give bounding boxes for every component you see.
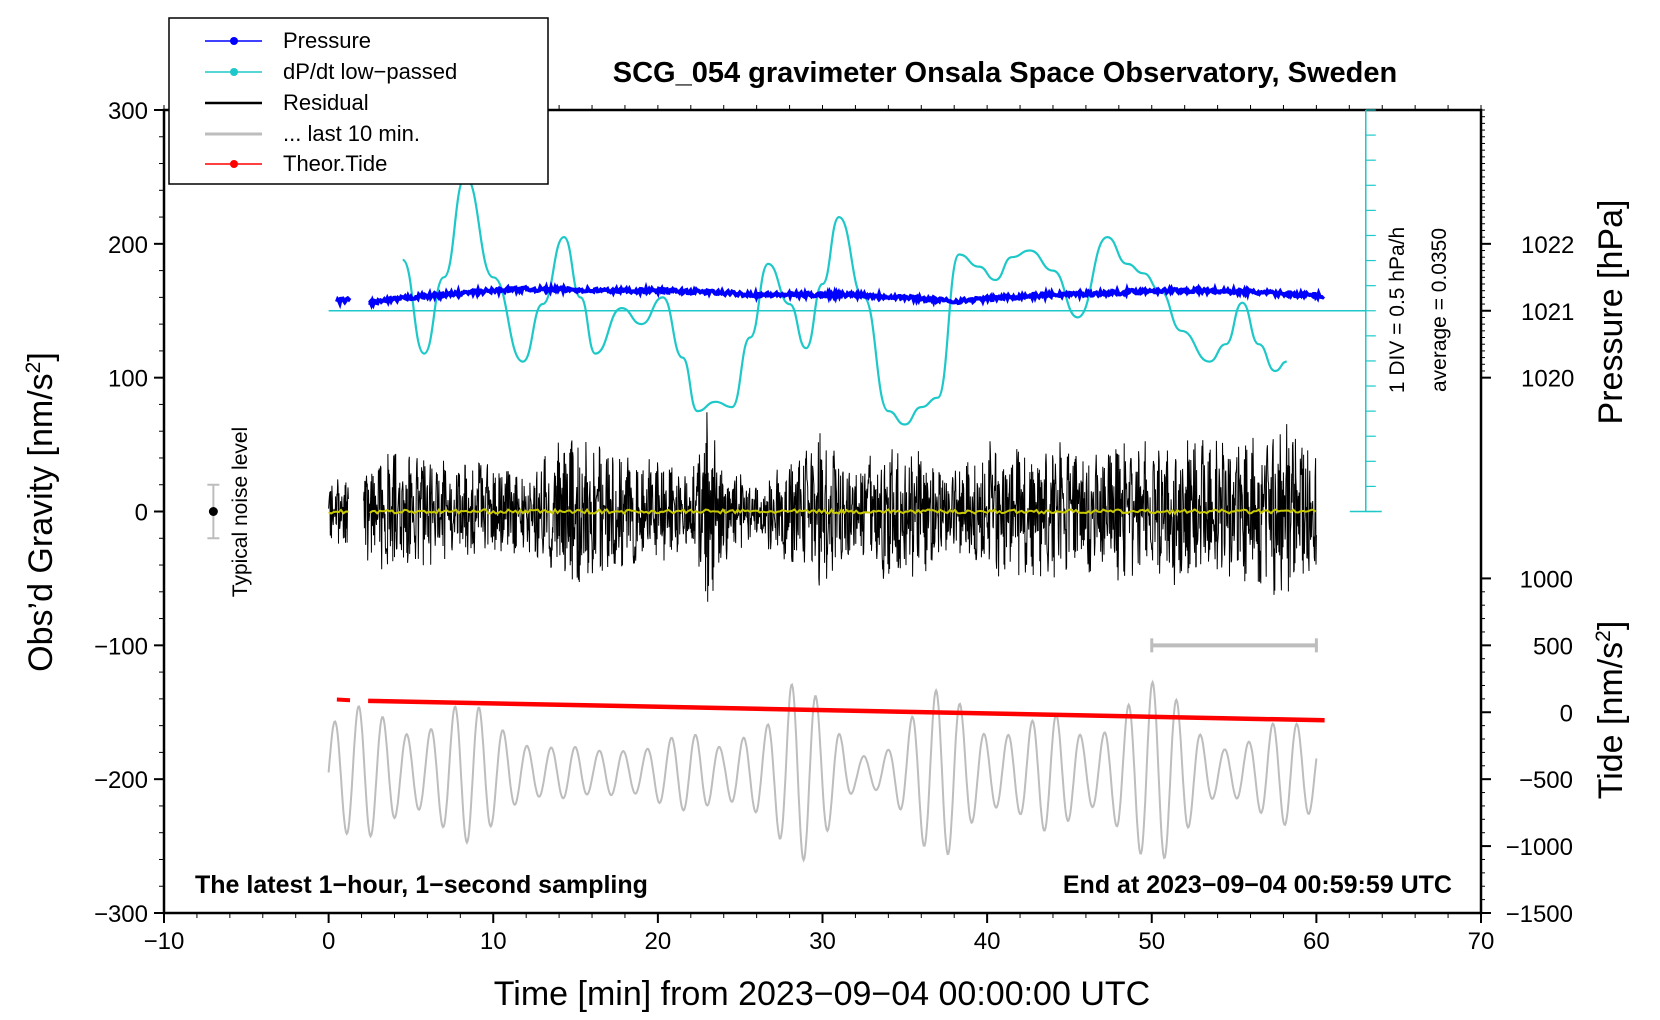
y-axis-tide: −1500 −1000 −500 0 500 1000 [1481, 566, 1573, 928]
chart-title: SCG_054 gravimeter Onsala Space Observat… [613, 57, 1397, 89]
dpdt-line [401, 175, 1287, 426]
legend-dot-tide [230, 160, 238, 168]
div-scale-label: 1 DIV = 0.5 hPa/h [1386, 227, 1409, 393]
tide-axis-title-close: ] [1592, 621, 1630, 630]
legend-dot-pressure [230, 37, 238, 45]
tide-tick-label: 500 [1533, 633, 1573, 660]
x-tick-label: 50 [1138, 928, 1165, 955]
typical-noise-marker [207, 483, 220, 540]
tide-tick-label: −1000 [1506, 834, 1573, 861]
legend: Pressure dP/dt low−passed Residual ... l… [168, 17, 549, 185]
theor-tide-series [336, 697, 1325, 723]
y-tick-label: 200 [108, 232, 148, 259]
x-tick-label: 20 [645, 928, 672, 955]
y-axis-title: Obs’d Gravity [nm/s2] [22, 352, 60, 672]
pressure-tick-label: 1022 [1521, 232, 1574, 259]
dpdt-scale-axis [328, 109, 1382, 513]
residual-mean-line-0 [328, 508, 349, 515]
legend-label-dpdt: dP/dt low−passed [283, 59, 457, 84]
legend-box [168, 17, 549, 185]
x-axis-title: Time [min] from 2023−09−04 00:00:00 UTC [494, 975, 1150, 1013]
x-tick-label: 0 [322, 928, 335, 955]
dpdt-series [401, 175, 1287, 426]
residual-series [328, 412, 1317, 602]
legend-label-pressure: Pressure [283, 28, 371, 53]
x-tick-label: 30 [809, 928, 836, 955]
residual-mean-line-1 [369, 507, 1317, 516]
noise-dot [208, 507, 218, 516]
tide-tick-label: 0 [1560, 700, 1573, 727]
y-tick-label: −100 [94, 633, 148, 660]
y-tick-label: −300 [94, 901, 148, 928]
x-tick-label: 70 [1468, 928, 1495, 955]
pressure-line [335, 281, 1326, 310]
tide-axis-title-main: Tide [nm/s [1592, 642, 1630, 799]
noise-level-label: Typical noise level [229, 427, 252, 597]
y-tick-label: 100 [108, 366, 148, 393]
legend-label-residual: Residual [283, 90, 369, 115]
end-time-note: End at 2023−09−04 00:59:59 UTC [1063, 871, 1452, 899]
tide-axis-title-sup: 2 [1592, 630, 1615, 642]
legend-entry-dpdt: dP/dt low−passed [205, 59, 457, 84]
pressure-tick-label: 1020 [1521, 366, 1574, 393]
y-axis-title-close: ] [22, 352, 60, 361]
y-tick-label: 300 [108, 98, 148, 125]
legend-entry-last10: ... last 10 min. [205, 121, 420, 146]
tide-axis-title: Tide [nm/s2] [1592, 621, 1630, 800]
legend-label-last10: ... last 10 min. [283, 121, 420, 146]
y-axis-title-main: Obs’d Gravity [nm/s [22, 373, 60, 672]
sampling-note: The latest 1−hour, 1−second sampling [195, 871, 648, 899]
tide-tick-label: −500 [1519, 767, 1573, 794]
x-tick-label: 10 [480, 928, 507, 955]
legend-entry-residual: Residual [205, 90, 369, 115]
pressure-axis-title: Pressure [hPa] [1592, 200, 1630, 425]
average-label: average = 0.0350 [1428, 228, 1451, 392]
residual-line-1 [363, 412, 1317, 602]
x-tick-label: 60 [1303, 928, 1330, 955]
y-tick-label: 0 [135, 500, 148, 527]
tide-line [368, 698, 1325, 723]
last-10-min-bar [1150, 638, 1318, 653]
y-axis-title-sup: 2 [22, 362, 45, 374]
x-tick-label: −10 [144, 928, 185, 955]
tide-tick-label: −1500 [1506, 901, 1573, 928]
pressure-tick-label: 1021 [1521, 299, 1574, 326]
x-tick-label: 40 [974, 928, 1001, 955]
y-axis-pressure: 1020 1021 1022 [1481, 109, 1574, 393]
legend-entry-pressure: Pressure [205, 28, 371, 53]
last-10-min-line [327, 679, 1318, 863]
pressure-series [335, 281, 1326, 310]
legend-label-tide: Theor.Tide [283, 151, 387, 176]
y-tick-label: −200 [94, 767, 148, 794]
tide-line-head [336, 697, 351, 703]
tide-tick-label: 1000 [1520, 566, 1573, 593]
last-10-min-series [327, 679, 1318, 863]
residual-line-0 [328, 479, 349, 544]
legend-dot-dpdt [230, 68, 238, 76]
residual-mean-series [328, 507, 1317, 516]
legend-entry-tide: Theor.Tide [205, 151, 387, 176]
y-axis-gravity: −300 −200 −100 0 100 200 300 [94, 98, 164, 928]
x-axis: −10 0 10 20 30 40 50 60 70 [144, 105, 1495, 955]
